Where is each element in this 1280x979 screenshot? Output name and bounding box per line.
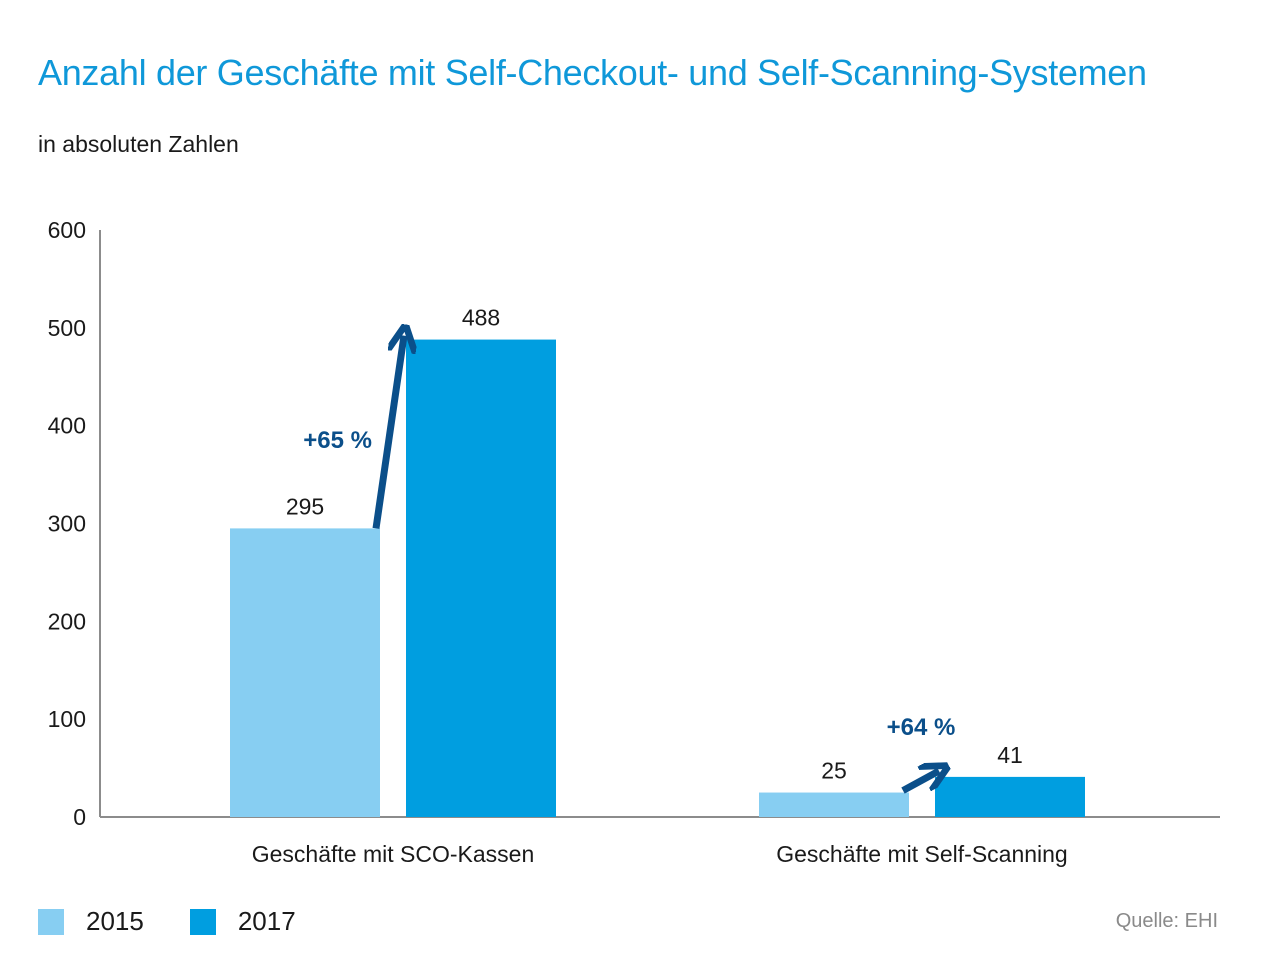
- y-tick-label: 500: [48, 315, 86, 341]
- legend-item-2017: 2017: [189, 906, 296, 937]
- y-tick-label: 600: [48, 217, 86, 243]
- legend-item-2015: 2015: [38, 906, 144, 937]
- legend-label-2017: 2017: [237, 906, 296, 936]
- chart-subtitle: in absoluten Zahlen: [38, 131, 239, 157]
- growth-arrow: [372, 336, 404, 529]
- y-tick-label: 200: [48, 608, 86, 634]
- y-tick-label: 0: [73, 804, 86, 830]
- y-tick-label: 100: [48, 706, 86, 732]
- y-tick-label: 300: [48, 511, 86, 537]
- growth-arrow: [901, 771, 939, 794]
- legend-swatch-2015: [38, 908, 64, 935]
- chart-title: Anzahl der Geschäfte mit Self-Checkout- …: [38, 52, 1147, 93]
- legend-label-2015: 2015: [86, 906, 144, 936]
- bar-data-label: 41: [997, 742, 1023, 768]
- bar: [935, 776, 1085, 817]
- bar: [759, 792, 909, 817]
- growth-annotation: +65 %: [303, 427, 372, 454]
- x-tick-label: Geschäfte mit Self-Scanning: [776, 841, 1067, 867]
- legend-swatch-2017: [189, 908, 216, 935]
- x-tick-label: Geschäfte mit SCO-Kassen: [252, 841, 535, 867]
- source-note: Quelle: EHI: [1115, 910, 1218, 932]
- y-tick-label: 400: [48, 413, 86, 439]
- bar: [230, 528, 380, 817]
- bar: [406, 339, 556, 817]
- bar-data-label: 295: [286, 493, 324, 519]
- bar-data-label: 488: [462, 305, 500, 331]
- growth-annotation: +64 %: [887, 714, 956, 741]
- bar-data-label: 25: [821, 758, 847, 784]
- legend: 2015 2017: [38, 906, 342, 937]
